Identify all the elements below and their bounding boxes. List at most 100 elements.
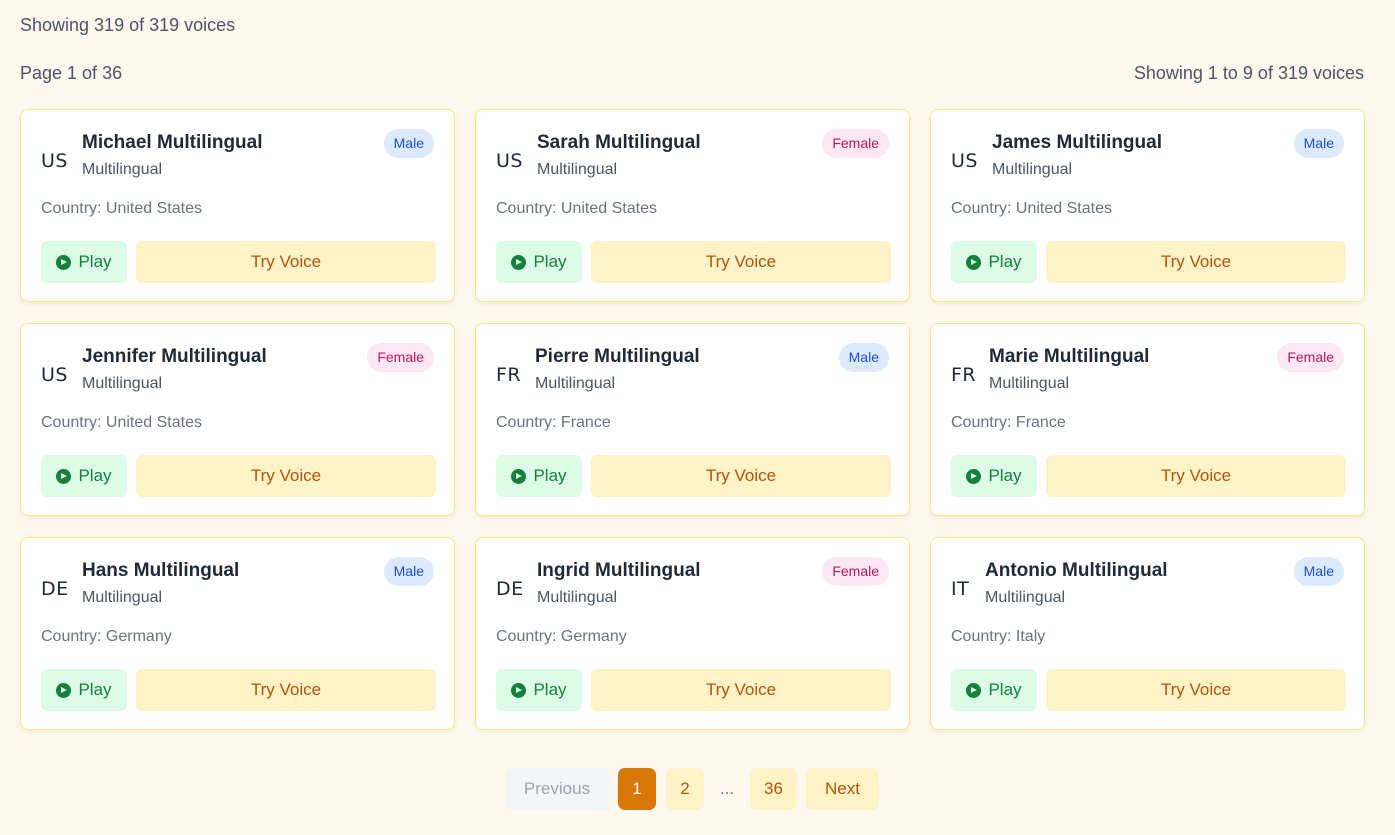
gender-badge: Male <box>1293 129 1344 158</box>
play-label: Play <box>78 252 112 271</box>
total-count-text: Showing 319 of 319 voices <box>20 15 236 35</box>
gender-badge: Female <box>1277 343 1344 372</box>
try-voice-button[interactable]: Try Voice <box>591 669 891 711</box>
voice-card: US Sarah Multilingual Multilingual Femal… <box>475 109 910 302</box>
play-button[interactable]: Play <box>496 455 582 497</box>
voice-card: DE Ingrid Multilingual Multilingual Fema… <box>475 537 910 730</box>
voice-country: Country: United States <box>951 200 1112 217</box>
try-voice-button[interactable]: Try Voice <box>136 669 436 711</box>
range-indicator: Showing 1 to 9 of 319 voices <box>1133 63 1364 83</box>
try-voice-button[interactable]: Try Voice <box>591 241 891 283</box>
gender-badge: Female <box>822 129 889 158</box>
next-page-button[interactable]: Next <box>806 768 879 810</box>
page-1-button[interactable]: 1 <box>618 768 656 810</box>
voice-type: Multilingual <box>82 375 163 392</box>
voice-name: Michael Multilingual <box>82 132 263 153</box>
page-indicator: Page 1 of 36 <box>20 63 123 83</box>
voice-type: Multilingual <box>82 161 163 178</box>
country-flag: US <box>41 364 68 386</box>
pagination-ellipsis: ... <box>719 779 735 798</box>
voice-card: FR Pierre Multilingual Multilingual Male… <box>475 323 910 516</box>
gender-badge: Female <box>822 557 889 586</box>
voice-card: US James Multilingual Multilingual Male … <box>930 109 1365 302</box>
gender-badge: Male <box>838 343 889 372</box>
voice-country: Country: Germany <box>496 628 627 645</box>
voice-card: FR Marie Multilingual Multilingual Femal… <box>930 323 1365 516</box>
voice-country: Country: Germany <box>41 628 172 645</box>
voice-country: Country: France <box>951 414 1066 431</box>
country-flag: US <box>951 150 978 172</box>
voice-name: Marie Multilingual <box>989 346 1150 367</box>
voice-card: IT Antonio Multilingual Multilingual Mal… <box>930 537 1365 730</box>
voice-type: Multilingual <box>82 589 163 606</box>
play-circle-icon <box>966 682 982 698</box>
play-button[interactable]: Play <box>496 241 582 283</box>
play-label: Play <box>78 680 112 699</box>
page-36-button[interactable]: 36 <box>750 768 797 810</box>
play-circle-icon <box>56 468 72 484</box>
voice-type: Multilingual <box>992 161 1073 178</box>
voice-type: Multilingual <box>537 161 618 178</box>
play-button[interactable]: Play <box>41 669 127 711</box>
play-button[interactable]: Play <box>951 455 1037 497</box>
try-voice-button[interactable]: Try Voice <box>1046 241 1346 283</box>
voice-type: Multilingual <box>535 375 616 392</box>
country-flag: DE <box>496 578 524 600</box>
play-button[interactable]: Play <box>951 241 1037 283</box>
gender-badge: Female <box>367 343 434 372</box>
play-label: Play <box>533 466 567 485</box>
try-voice-button[interactable]: Try Voice <box>136 455 436 497</box>
gender-badge: Male <box>383 557 434 586</box>
play-button[interactable]: Play <box>496 669 582 711</box>
play-circle-icon <box>511 254 527 270</box>
play-circle-icon <box>511 468 527 484</box>
voice-type: Multilingual <box>537 589 618 606</box>
page-2-button[interactable]: 2 <box>666 768 704 810</box>
country-flag: DE <box>41 578 69 600</box>
voice-name: Antonio Multilingual <box>985 560 1168 581</box>
play-circle-icon <box>511 682 527 698</box>
voice-country: Country: France <box>496 414 611 431</box>
country-flag: US <box>41 150 68 172</box>
try-voice-button[interactable]: Try Voice <box>1046 455 1346 497</box>
voice-name: Sarah Multilingual <box>537 132 701 153</box>
voice-name: Jennifer Multilingual <box>82 346 267 367</box>
play-label: Play <box>533 680 567 699</box>
voice-country: Country: United States <box>41 200 202 217</box>
voice-country: Country: United States <box>496 200 657 217</box>
voice-grid: US Michael Multilingual Multilingual Mal… <box>20 109 1365 730</box>
voice-name: Hans Multilingual <box>82 560 240 581</box>
voice-country: Country: United States <box>41 414 202 431</box>
previous-page-button[interactable]: Previous <box>505 768 609 810</box>
voice-type: Multilingual <box>985 589 1066 606</box>
play-button[interactable]: Play <box>41 241 127 283</box>
voice-card: US Michael Multilingual Multilingual Mal… <box>20 109 455 302</box>
try-voice-button[interactable]: Try Voice <box>591 455 891 497</box>
play-circle-icon <box>56 254 72 270</box>
gender-badge: Male <box>383 129 434 158</box>
play-circle-icon <box>56 682 72 698</box>
try-voice-button[interactable]: Try Voice <box>1046 669 1346 711</box>
voice-type: Multilingual <box>989 375 1070 392</box>
play-label: Play <box>78 466 112 485</box>
voice-name: Pierre Multilingual <box>535 346 700 367</box>
country-flag: US <box>496 150 523 172</box>
play-button[interactable]: Play <box>41 455 127 497</box>
voice-name: Ingrid Multilingual <box>537 560 701 581</box>
pagination: Previous 1 2 ... 36 Next <box>505 768 879 810</box>
voice-country: Country: Italy <box>951 628 1046 645</box>
try-voice-button[interactable]: Try Voice <box>136 241 436 283</box>
play-label: Play <box>533 252 567 271</box>
play-label: Play <box>988 680 1022 699</box>
play-circle-icon <box>966 468 982 484</box>
country-flag: FR <box>951 364 977 386</box>
play-circle-icon <box>966 254 982 270</box>
play-label: Play <box>988 466 1022 485</box>
country-flag: FR <box>496 364 522 386</box>
voice-name: James Multilingual <box>992 132 1162 153</box>
play-button[interactable]: Play <box>951 669 1037 711</box>
voice-card: US Jennifer Multilingual Multilingual Fe… <box>20 323 455 516</box>
gender-badge: Male <box>1293 557 1344 586</box>
voice-card: DE Hans Multilingual Multilingual Male C… <box>20 537 455 730</box>
